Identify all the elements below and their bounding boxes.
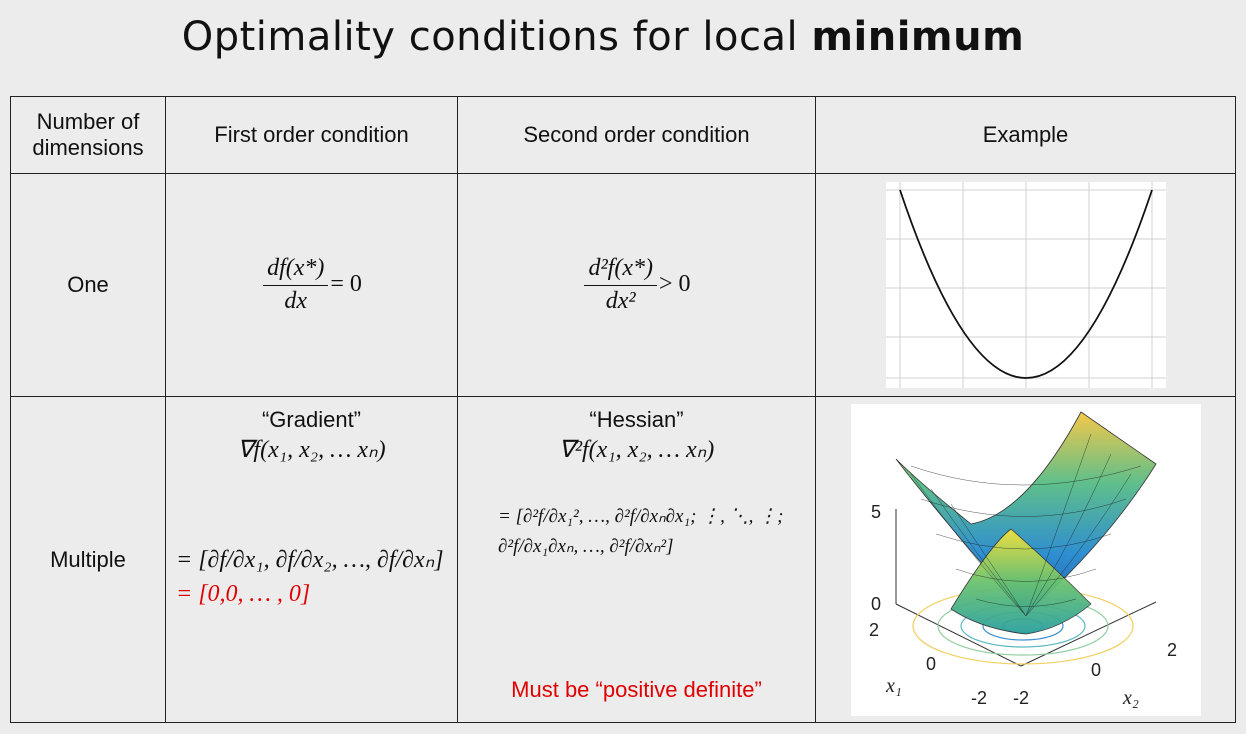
- gradient-vector: = [∂f/∂x₁, ∂f/∂x₂, …, ∂f/∂xₙ]: [176, 547, 444, 573]
- x1-axis-label: x₁: [885, 675, 902, 697]
- header-dimensions: Number of dimensions: [10, 96, 166, 174]
- x1-tick-2: 2: [869, 620, 879, 640]
- example-multi-dim-plot: 5 0 2 0 -2 -2 0 2 x₁ x₂: [815, 396, 1236, 723]
- z-tick-5: 5: [871, 502, 881, 522]
- example-one-dim-plot: [815, 173, 1236, 397]
- z-tick-0: 0: [871, 594, 881, 614]
- hessian-expression: ∇²f(x₁, x₂, … xₙ): [558, 437, 715, 463]
- conditions-table: Number of dimensions First order conditio…: [10, 96, 1236, 723]
- header-example: Example: [815, 96, 1236, 174]
- x1-tick-0: 0: [926, 654, 936, 674]
- parabola-plot: [885, 182, 1166, 388]
- header-second-order: Second order condition: [457, 96, 816, 174]
- second-order-multi-dim: “Hessian” ∇²f(x₁, x₂, … xₙ) = [∂²f/∂x₁²,…: [457, 396, 816, 723]
- hessian-note: Must be “positive definite”: [511, 677, 762, 702]
- hessian-matrix: = [∂²f/∂x₁², …, ∂²f/∂xₙ∂x₁; ⋮, ⋱, ⋮; ∂²f…: [498, 506, 784, 557]
- x2-axis-label: x₂: [1122, 687, 1139, 709]
- row-label-multiple: Multiple: [10, 396, 166, 723]
- surface-plot: 5 0 2 0 -2 -2 0 2 x₁ x₂: [850, 403, 1201, 716]
- first-order-multi-dim: “Gradient” ∇f(x₁, x₂, … xₙ) = [∂f/∂x₁, ∂…: [165, 396, 458, 723]
- x1-tick-m2: -2: [971, 688, 987, 708]
- x2-tick-m2: -2: [1013, 688, 1029, 708]
- gradient-zero: = [0,0, … , 0]: [176, 581, 311, 607]
- first-order-one-dim: df(x*) dx = 0: [165, 173, 458, 397]
- header-first-order: First order condition: [165, 96, 458, 174]
- row-label-one: One: [10, 173, 166, 397]
- page-title: Optimality conditions for local minimum: [181, 14, 1025, 60]
- hessian-title: “Hessian”: [589, 407, 684, 432]
- x2-tick-2: 2: [1167, 640, 1177, 660]
- second-order-one-dim: d²f(x*) dx² > 0: [457, 173, 816, 397]
- gradient-title: “Gradient”: [261, 407, 362, 432]
- x2-tick-0: 0: [1091, 660, 1101, 680]
- gradient-expression: ∇f(x₁, x₂, … xₙ): [237, 437, 386, 463]
- parabola-curve: [898, 189, 1153, 379]
